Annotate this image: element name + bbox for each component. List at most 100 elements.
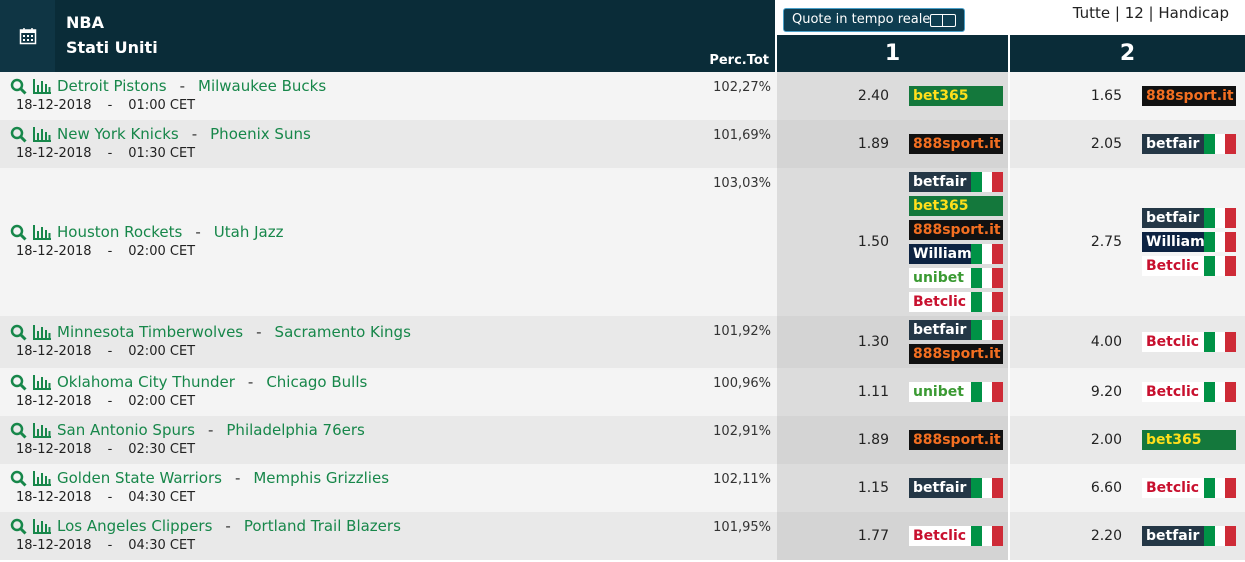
home-team[interactable]: Oklahoma City Thunder [57, 373, 235, 391]
bookmaker-name: betfair [913, 174, 967, 190]
flag [971, 526, 1003, 546]
odds-cell: 2.75 betfair William HILL Betclic [1010, 168, 1245, 316]
bookmaker-logo[interactable]: betfair [1142, 208, 1236, 228]
gap [1008, 316, 1010, 368]
flag-stripe [1225, 526, 1236, 546]
filters[interactable]: Tutte | 12 | Handicap [1072, 4, 1229, 22]
bookmaker-name: 888sport.it [913, 222, 1001, 238]
calendar-icon[interactable] [0, 0, 55, 72]
home-team[interactable]: Houston Rockets [57, 223, 183, 241]
away-team[interactable]: Milwaukee Bucks [198, 77, 327, 95]
stats-icon[interactable] [32, 324, 52, 341]
flag-stripe [992, 244, 1003, 264]
bookmaker-logo[interactable]: 888sport.it [1142, 86, 1236, 106]
bookmaker-logo[interactable]: William HILL [909, 244, 1003, 264]
home-team[interactable]: San Antonio Spurs [57, 421, 195, 439]
odds: 1.89 [857, 136, 889, 152]
search-icon[interactable] [10, 224, 27, 241]
flag-stripe [981, 478, 993, 498]
bookmaker-logo[interactable]: bet365 [909, 196, 1003, 216]
bookmaker-name: bet365 [1146, 432, 1202, 448]
stats-icon[interactable] [32, 518, 52, 535]
bookmakers: 888sport.it [909, 426, 1003, 454]
home-team[interactable]: New York Knicks [57, 125, 179, 143]
bookmaker-logo[interactable]: Betclic [1142, 382, 1236, 402]
separator: - [107, 490, 113, 505]
away-team[interactable]: Chicago Bulls [266, 373, 368, 391]
bookmakers: bet365 [1142, 426, 1236, 454]
stats-icon[interactable] [32, 126, 52, 143]
bookmaker-logo[interactable]: betfair [1142, 526, 1236, 546]
search-icon[interactable] [10, 374, 27, 391]
flag-stripe [1204, 134, 1215, 154]
stats-icon[interactable] [32, 224, 52, 241]
search-icon[interactable] [10, 78, 27, 95]
bookmakers: betfair 888sport.it [909, 316, 1003, 368]
flag-stripe [1214, 134, 1226, 154]
flag [971, 292, 1003, 312]
flag-stripe [981, 172, 993, 192]
bookmaker-logo[interactable]: William HILL [1142, 232, 1236, 252]
bookmaker-logo[interactable]: betfair [1142, 134, 1236, 154]
away-team[interactable]: Memphis Grizzlies [253, 469, 390, 487]
search-icon[interactable] [10, 518, 27, 535]
match-row: San Antonio Spurs - Philadelphia 76ers 18-1… [0, 416, 1245, 464]
bookmakers: Betclic [1142, 474, 1236, 502]
away-team[interactable]: Phoenix Suns [210, 125, 311, 143]
flag-stripe [1225, 256, 1236, 276]
search-icon[interactable] [10, 126, 27, 143]
bookmaker-logo[interactable]: betfair [909, 320, 1003, 340]
match-cell: Oklahoma City Thunder - Chicago Bulls 18-12… [0, 368, 705, 416]
bookmakers: Betclic [909, 522, 1003, 550]
teams: Golden State Warriors - Memphis Grizzlies [10, 468, 705, 488]
perc-tot: 102,91% [713, 424, 771, 439]
bookmaker-logo[interactable]: unibet [909, 268, 1003, 288]
odds-cell: 2.05 betfair [1010, 120, 1245, 168]
stats-icon[interactable] [32, 422, 52, 439]
flag-stripe [971, 320, 982, 340]
match-row: Houston Rockets - Utah Jazz 18-12-2018-02:0… [0, 168, 1245, 316]
bookmaker-logo[interactable]: 888sport.it [909, 134, 1003, 154]
bookmaker-logo[interactable]: 888sport.it [909, 344, 1003, 364]
bookmaker-name: Betclic [913, 294, 967, 310]
flag-stripe [971, 292, 982, 312]
away-team[interactable]: Utah Jazz [213, 223, 284, 241]
bookmaker-logo[interactable]: betfair [909, 172, 1003, 192]
stats-icon[interactable] [32, 374, 52, 391]
live-button[interactable]: Quote in tempo reale [783, 8, 966, 32]
match-row: Los Angeles Clippers - Portland Trail Blaz… [0, 512, 1245, 560]
bookmaker-logo[interactable]: Betclic [909, 526, 1003, 546]
flag-stripe [1204, 256, 1215, 276]
bookmaker-logo[interactable]: bet365 [909, 86, 1003, 106]
bookmaker-logo[interactable]: 888sport.it [909, 430, 1003, 450]
flag-stripe [992, 382, 1003, 402]
bookmaker-logo[interactable]: unibet [909, 382, 1003, 402]
bookmaker-logo[interactable]: Betclic [909, 292, 1003, 312]
bookmaker-logo[interactable]: betfair [909, 478, 1003, 498]
stats-icon[interactable] [32, 78, 52, 95]
bookmaker-logo[interactable]: Betclic [1142, 478, 1236, 498]
flag-stripe [971, 172, 982, 192]
home-team[interactable]: Minnesota Timberwolves [57, 323, 244, 341]
bookmaker-logo[interactable]: Betclic [1142, 256, 1236, 276]
bookmaker-logo[interactable]: bet365 [1142, 430, 1236, 450]
away-team[interactable]: Sacramento Kings [274, 323, 411, 341]
bookmaker-logo[interactable]: 888sport.it [909, 220, 1003, 240]
stats-icon[interactable] [32, 470, 52, 487]
search-icon[interactable] [10, 422, 27, 439]
flag [1204, 526, 1236, 546]
datetime: 18-12-2018-02:00 CET [10, 392, 705, 412]
home-team[interactable]: Los Angeles Clippers [57, 517, 213, 535]
away-team[interactable]: Philadelphia 76ers [226, 421, 365, 439]
search-icon[interactable] [10, 470, 27, 487]
flag [1204, 232, 1236, 252]
away-team[interactable]: Portland Trail Blazers [243, 517, 401, 535]
flag-stripe [992, 172, 1003, 192]
bookmaker-logo[interactable]: Betclic [1142, 332, 1236, 352]
home-team[interactable]: Golden State Warriors [57, 469, 222, 487]
search-icon[interactable] [10, 324, 27, 341]
flag [971, 172, 1003, 192]
odds: 9.20 [1090, 384, 1122, 400]
home-team[interactable]: Detroit Pistons [57, 77, 167, 95]
